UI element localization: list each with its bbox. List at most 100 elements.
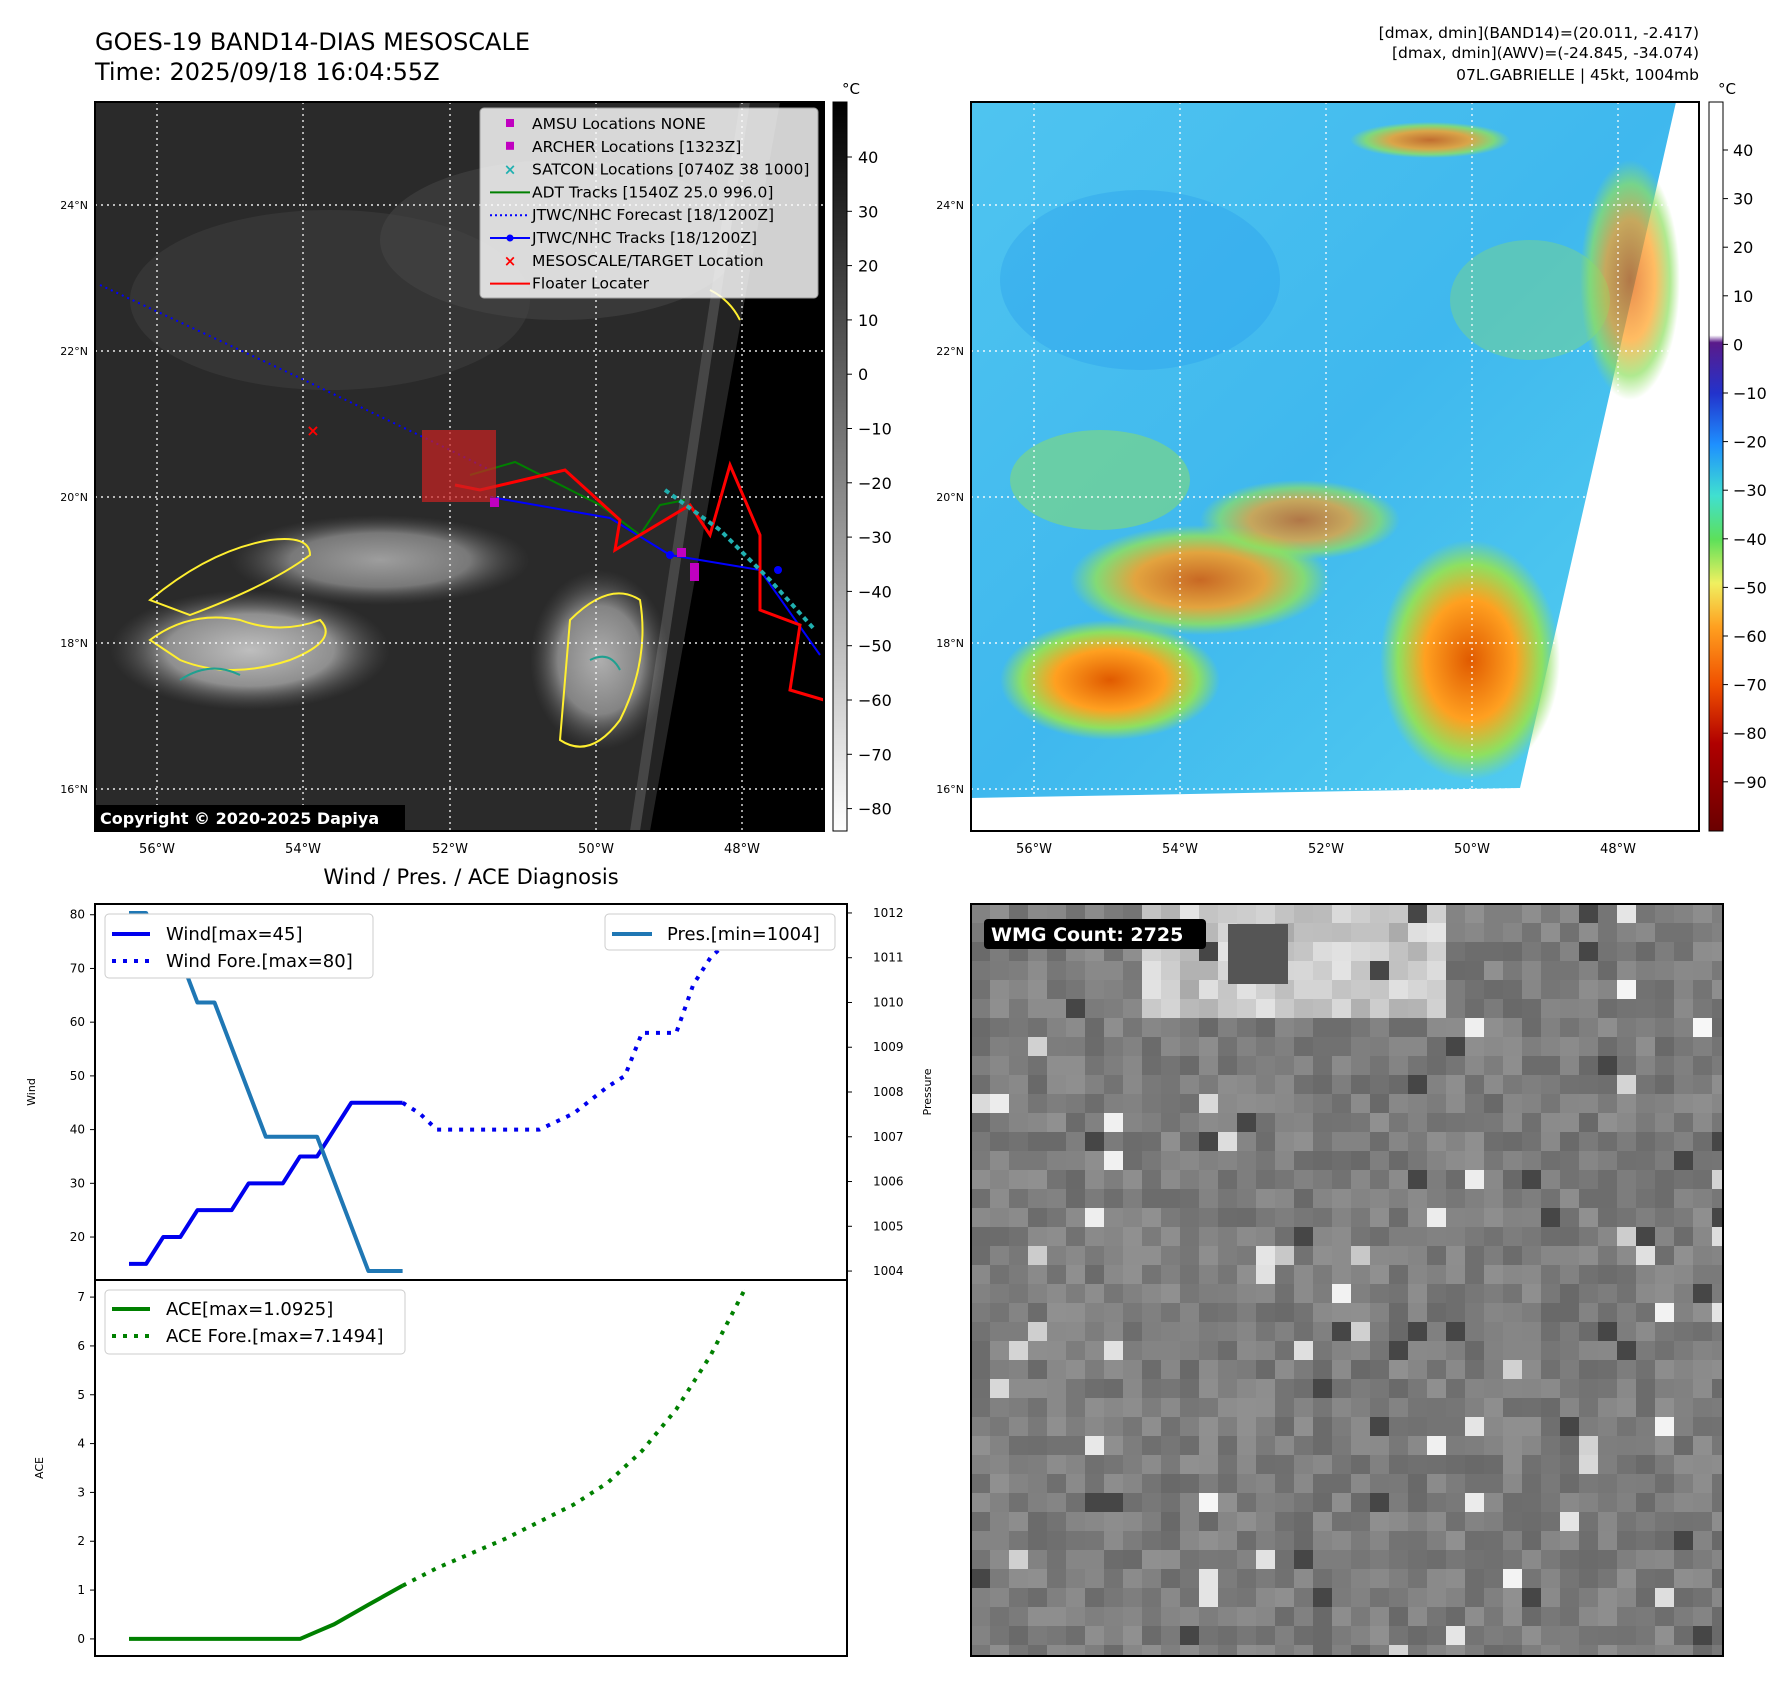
- ace-axis-label: ACE: [33, 1457, 46, 1479]
- y-tick-label: 5: [77, 1388, 85, 1402]
- awv-panel: 24°N 22°N 20°N 18°N 16°N 56°W 54°W 52°W …: [936, 80, 1767, 857]
- colorbar-tick-label: −80: [1733, 724, 1767, 743]
- y-tick-label: 6: [77, 1339, 85, 1353]
- colorbar-tick-label: −30: [858, 528, 892, 547]
- colorbar-tick-label: −80: [858, 800, 892, 819]
- chart-title: Wind / Pres. / ACE Diagnosis: [323, 865, 618, 889]
- legend-label: JTWC/NHC Forecast [18/1200Z]: [531, 206, 774, 224]
- colorbar-tick-label: 20: [858, 257, 878, 276]
- colorbar-tick-label: 0: [858, 365, 868, 384]
- lat-label: 24°N: [60, 199, 88, 212]
- legend-label: Pres.[min=1004]: [667, 924, 820, 945]
- legend-entry: Floater Locater: [490, 275, 650, 293]
- awv-colorbar-unit: °C: [1718, 80, 1736, 98]
- y-tick-label: 70: [70, 961, 85, 975]
- legend-label: AMSU Locations NONE: [532, 115, 706, 133]
- legend-label: ACE Fore.[max=7.1494]: [166, 1326, 384, 1347]
- lon-label: 56°W: [139, 842, 175, 857]
- colorbar-tick-label: −70: [858, 745, 892, 764]
- lon-label: 50°W: [578, 842, 614, 857]
- legend-label: ARCHER Locations [1323Z]: [532, 138, 741, 156]
- lat-label: 22°N: [60, 345, 88, 358]
- y-tick-label: 80: [70, 908, 85, 922]
- y-right-tick-label: 1010: [873, 995, 904, 1009]
- y-right-tick-label: 1011: [873, 951, 904, 965]
- colorbar-tick-label: 20: [1733, 238, 1753, 257]
- colorbar-tick-label: 40: [1733, 141, 1753, 160]
- y-tick-label: 4: [77, 1437, 85, 1451]
- stat-awv: [dmax, dmin](AWV)=(-24.845, -34.074): [1392, 44, 1699, 62]
- y-right-tick-label: 1004: [873, 1264, 904, 1278]
- legend-marker-x: ×: [504, 252, 517, 270]
- y-tick-label: 0: [77, 1632, 85, 1646]
- ace-chart: ACE 0 1 2 3 4 5 6 7 ACE[max=1.0925] ACE Fore.[max…: [33, 1279, 848, 1657]
- awv-frame: [970, 101, 1700, 832]
- colorbar-tick-label: −20: [1733, 433, 1767, 452]
- map-colorbar: [832, 101, 848, 832]
- legend-marker-square: [506, 141, 514, 150]
- colorbar-tick-label: 30: [1733, 190, 1753, 209]
- lon-label: 52°W: [432, 842, 468, 857]
- figure-time: Time: 2025/09/18 16:04:55Z: [94, 58, 440, 86]
- lat-label: 18°N: [936, 637, 964, 650]
- colorbar-tick-label: 30: [858, 202, 878, 221]
- band14-map-panel: × AMSU Locations NONE ARCHER Locations [1…: [60, 80, 892, 857]
- lat-label: 22°N: [936, 345, 964, 358]
- legend-entry: JTWC/NHC Tracks [18/1200Z]: [490, 229, 757, 247]
- legend-label: Wind Fore.[max=80]: [166, 951, 353, 972]
- legend-marker-x: ×: [504, 161, 517, 179]
- colorbar-tick-label: −90: [1733, 773, 1767, 792]
- wmg-badge: [984, 919, 1206, 949]
- colorbar-tick-label: −40: [858, 582, 892, 601]
- lon-label: 48°W: [724, 842, 760, 857]
- map-colorbar-unit: °C: [842, 80, 860, 98]
- figure-title: GOES-19 BAND14-DIAS MESOSCALE: [95, 28, 530, 56]
- colorbar-tick-label: −10: [858, 420, 892, 439]
- legend-marker-dot: [506, 234, 514, 242]
- legend-entry: ARCHER Locations [1323Z]: [506, 138, 741, 156]
- legend-entry: JTWC/NHC Forecast [18/1200Z]: [490, 206, 774, 224]
- y-right-tick-label: 1006: [873, 1175, 904, 1189]
- legend-entry: × MESOSCALE/TARGET Location: [504, 252, 764, 270]
- svg-text:×: ×: [306, 421, 319, 440]
- y-tick-label: 30: [70, 1176, 85, 1190]
- lon-label: 54°W: [1162, 842, 1198, 857]
- colorbar-tick-label: 40: [858, 148, 878, 167]
- legend-label: MESOSCALE/TARGET Location: [532, 252, 764, 270]
- pressure-legend: Pres.[min=1004]: [604, 913, 836, 951]
- wmg-panel: WMG Count: 2725: [970, 903, 1724, 1657]
- y-right-tick-label: 1007: [873, 1130, 904, 1144]
- legend-entry: ADT Tracks [1540Z 25.0 996.0]: [490, 183, 773, 201]
- awv-lat-labels: 24°N 22°N 20°N 18°N 16°N: [936, 199, 964, 796]
- colorbar-tick-label: −30: [1733, 481, 1767, 500]
- lon-label: 48°W: [1600, 842, 1636, 857]
- map-lat-labels: 24°N 22°N 20°N 18°N 16°N: [60, 199, 88, 796]
- colorbar-tick-label: −50: [858, 637, 892, 656]
- wmg-imagery: [971, 904, 1723, 1656]
- map-lon-labels: 56°W 54°W 52°W 50°W 48°W: [139, 842, 760, 857]
- y-tick-label: 3: [77, 1485, 85, 1499]
- copyright-box: [95, 805, 405, 831]
- y-tick-label: 20: [70, 1230, 85, 1244]
- legend-label: ACE[max=1.0925]: [166, 1299, 333, 1320]
- colorbar-tick-label: −60: [1733, 627, 1767, 646]
- colorbar-tick-label: −50: [1733, 578, 1767, 597]
- pressure-axis-label: Pressure: [921, 1068, 934, 1115]
- legend-label: ADT Tracks [1540Z 25.0 996.0]: [532, 183, 773, 201]
- wind-pressure-chart: Wind / Pres. / ACE Diagnosis Wind Pressu…: [25, 865, 934, 1281]
- legend-label: Floater Locater: [532, 275, 650, 293]
- legend-entry: AMSU Locations NONE: [506, 115, 706, 133]
- lon-label: 54°W: [285, 842, 321, 857]
- wmg-count: WMG Count: 2725: [991, 924, 1183, 946]
- y-tick-label: 60: [70, 1015, 85, 1029]
- lon-label: 56°W: [1016, 842, 1052, 857]
- colorbar-tick-label: −70: [1733, 676, 1767, 695]
- lat-label: 24°N: [936, 199, 964, 212]
- y-right-tick-label: 1012: [873, 906, 904, 920]
- colorbar-tick-label: 10: [858, 311, 878, 330]
- map-colorbar-ticks: 40 30 20 10 0 −10 −20 −30 −40 −50 −60 −70 −80: [847, 148, 892, 819]
- awv-colorbar: [1708, 101, 1724, 832]
- wmg-frame: [970, 903, 1724, 1657]
- legend-marker-square: [506, 119, 514, 127]
